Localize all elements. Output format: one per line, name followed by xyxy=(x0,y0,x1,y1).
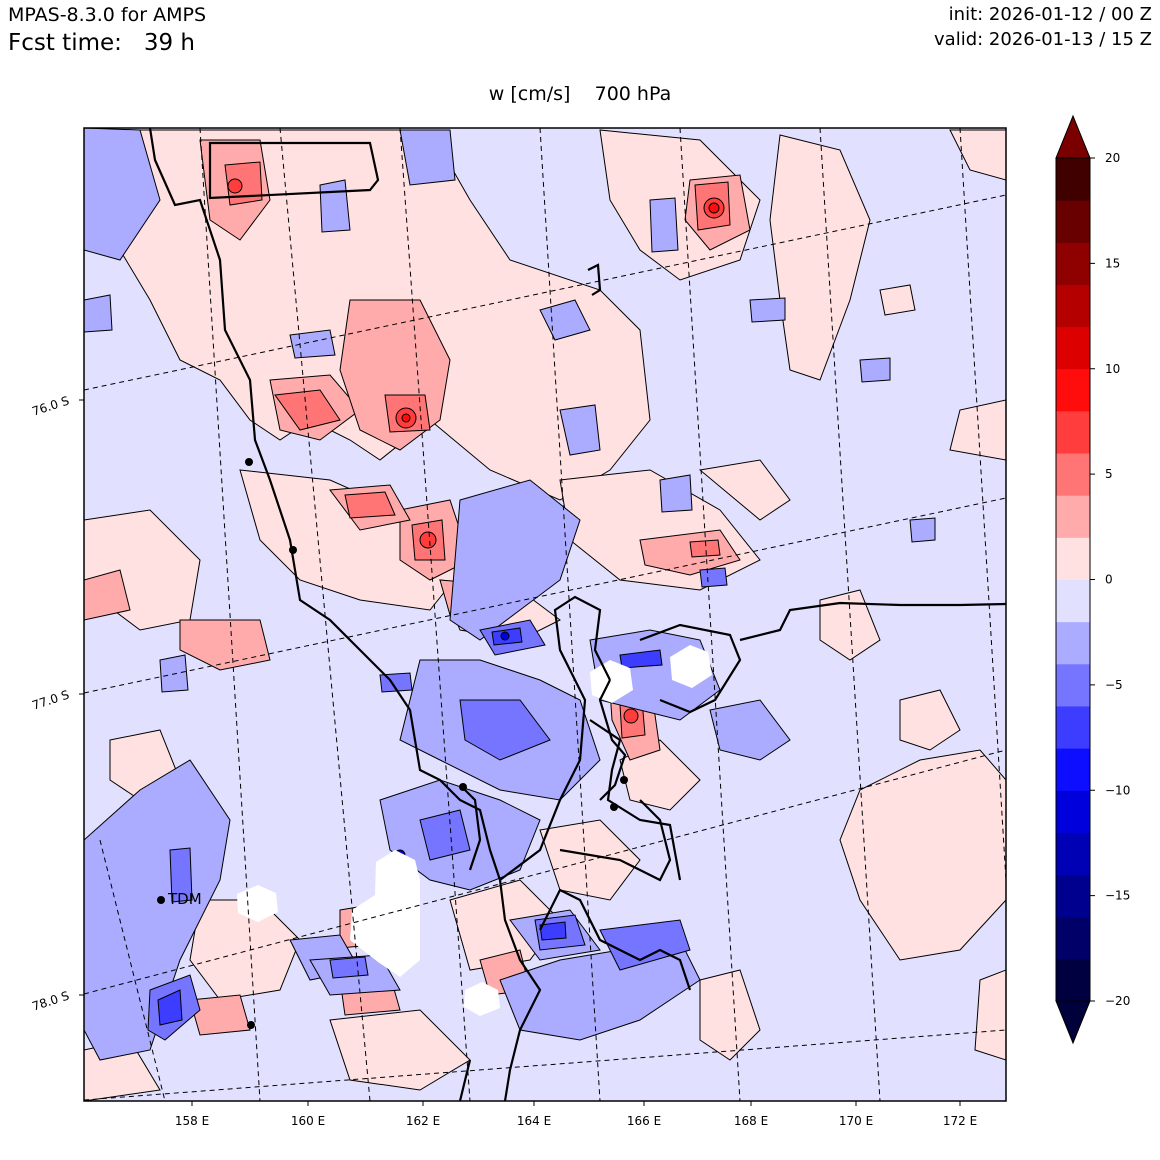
colorbar-tick-label: −5 xyxy=(1105,678,1123,692)
lat-tick-78: 78.0 S xyxy=(30,989,71,1014)
colorbar-tick-label: 10 xyxy=(1105,362,1120,376)
colorbar-segment xyxy=(1056,832,1090,876)
colorbar-segment xyxy=(1056,663,1090,707)
colorbar-tick-label: −10 xyxy=(1105,783,1130,797)
colorbar-segments xyxy=(1056,158,1090,1002)
init-time: init: 2026-01-12 / 00 Z xyxy=(948,4,1152,25)
lat-tick-labels: 76.0 S 77.0 S 78.0 S xyxy=(30,394,84,1014)
max-positive-contours xyxy=(401,202,720,423)
colorbar-tick-label: 5 xyxy=(1105,467,1113,481)
forecast-time-label: Fcst time: xyxy=(8,30,122,56)
colorbar-segment xyxy=(1056,916,1090,960)
colorbar-segment xyxy=(1056,410,1090,454)
colorbar: 20 15 10 5 0 −5 −10 −15 −20 xyxy=(1055,114,1130,1045)
map-title: w [cm/s] 700 hPa xyxy=(0,83,1160,105)
station-dot xyxy=(245,458,253,466)
colorbar-segment xyxy=(1056,958,1090,1002)
map-frame xyxy=(83,127,1007,1102)
colorbar-segment xyxy=(1056,284,1090,328)
station-dot xyxy=(610,803,618,811)
colorbar-tick-label: −15 xyxy=(1105,889,1130,903)
colorbar-segment xyxy=(1056,326,1090,370)
colorbar-tick-label: 15 xyxy=(1105,256,1120,270)
colorbar-segment xyxy=(1056,579,1090,623)
colorbar-tick-label: 0 xyxy=(1105,573,1113,587)
negative-contours xyxy=(84,128,936,1061)
field-name: w [cm/s] xyxy=(488,83,571,105)
pressure-level: 700 hPa xyxy=(594,83,672,105)
lon-tick-162: 162 E xyxy=(406,1114,440,1128)
strong-negative-contours xyxy=(157,627,663,1026)
colorbar-segment xyxy=(1056,453,1090,496)
station-dot xyxy=(247,1021,255,1029)
lon-tick-166: 166 E xyxy=(627,1114,661,1128)
colorbar-ticks: 20 15 10 5 0 −5 −10 −15 −20 xyxy=(1090,151,1130,1008)
station-dot-tdm xyxy=(157,896,165,904)
lon-tick-160: 160 E xyxy=(291,1114,325,1128)
map-panel xyxy=(84,128,1006,1101)
colorbar-segment xyxy=(1056,200,1090,243)
colorbar-extend-min xyxy=(1055,1000,1091,1045)
colorbar-segment xyxy=(1056,537,1090,580)
masked-regions xyxy=(237,645,712,1016)
lon-tick-164: 164 E xyxy=(517,1114,551,1128)
lon-tick-158: 158 E xyxy=(175,1114,209,1128)
model-name: MPAS-8.3.0 for AMPS xyxy=(8,4,207,26)
station-dot xyxy=(620,776,628,784)
valid-time: valid: 2026-01-13 / 15 Z xyxy=(934,29,1152,50)
stations xyxy=(157,458,628,1029)
colorbar-segment xyxy=(1056,621,1090,665)
colorbar-tick-label: 20 xyxy=(1105,151,1120,165)
station-dot xyxy=(459,783,467,791)
station-label-tdm: TDM xyxy=(167,890,202,908)
lat-tick-77: 77.0 S xyxy=(30,688,71,713)
colorbar-segment xyxy=(1056,874,1090,918)
colorbar-extend-max xyxy=(1055,114,1091,159)
lon-tick-172: 172 E xyxy=(943,1114,977,1128)
forecast-time: Fcst time: 39 h xyxy=(8,30,195,56)
colorbar-segment xyxy=(1056,368,1090,412)
station-dot xyxy=(289,546,297,554)
forecast-time-value: 39 h xyxy=(143,30,195,56)
colorbar-tick-label: −20 xyxy=(1105,994,1130,1008)
colorbar-segment xyxy=(1056,242,1090,285)
lon-tick-labels: 158 E 160 E 162 E 164 E 166 E 168 E 170 … xyxy=(175,1101,977,1128)
graticule xyxy=(84,128,1006,1101)
colorbar-segment xyxy=(1056,495,1090,538)
lon-tick-170: 170 E xyxy=(839,1114,873,1128)
coastline xyxy=(148,128,1006,1101)
colorbar-segment xyxy=(1056,705,1090,749)
lat-tick-76: 76.0 S xyxy=(30,394,71,419)
lon-tick-168: 168 E xyxy=(734,1114,768,1128)
colorbar-segment xyxy=(1056,748,1090,791)
colorbar-segment xyxy=(1056,158,1090,201)
colorbar-segment xyxy=(1056,790,1090,833)
